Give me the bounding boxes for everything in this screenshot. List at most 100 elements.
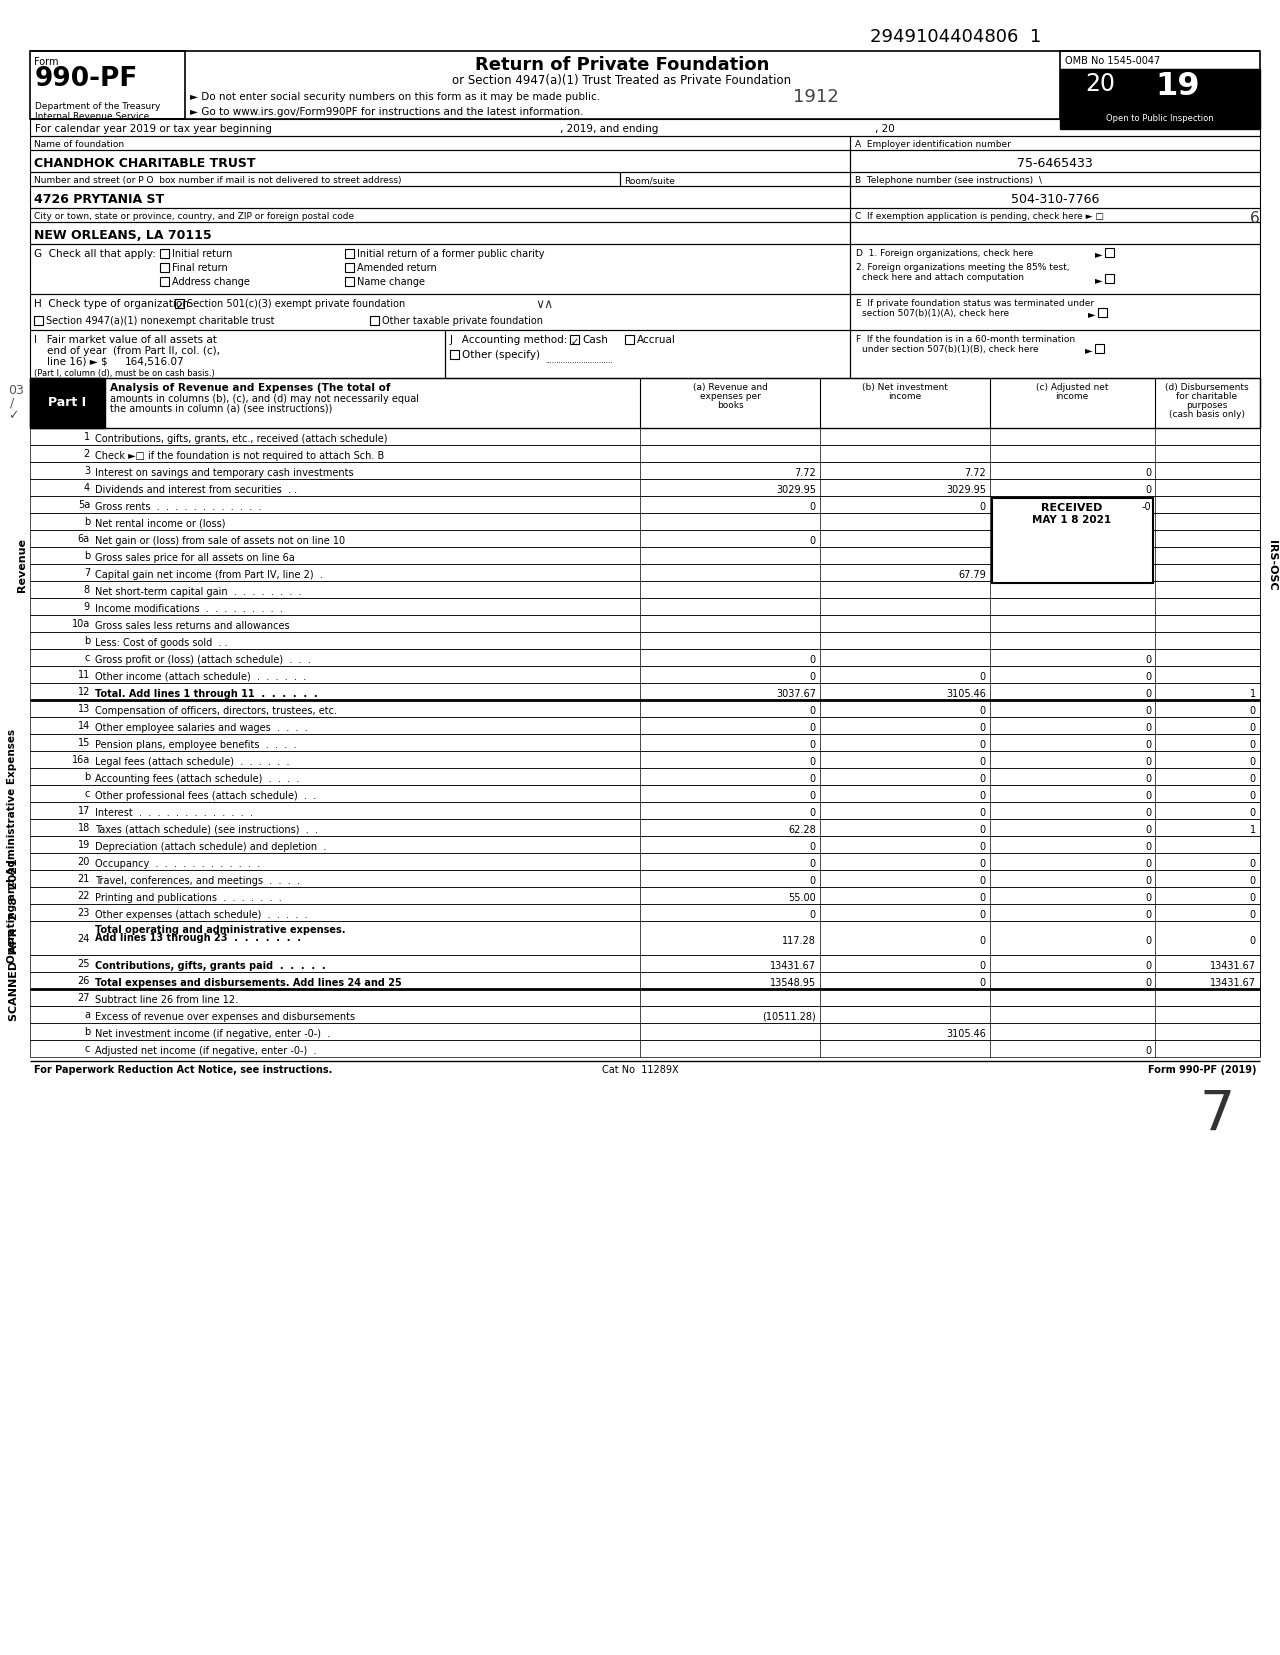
Text: 0: 0 [1249, 740, 1256, 750]
Text: 0: 0 [1144, 892, 1151, 902]
Text: 13431.67: 13431.67 [771, 960, 817, 970]
Bar [29, 1006, 1260, 1023]
Bar [29, 990, 1260, 1006]
Text: 3105.46: 3105.46 [946, 1028, 986, 1038]
Text: 0: 0 [980, 705, 986, 715]
Text: 0: 0 [810, 791, 817, 801]
Text: 0: 0 [810, 756, 817, 766]
Text: 990-PF: 990-PF [35, 66, 138, 93]
Text: 0: 0 [1249, 892, 1256, 902]
Bar [29, 955, 1260, 973]
Text: -0: -0 [1142, 501, 1151, 511]
Text: the amounts in column (a) (see instructions)): the amounts in column (a) (see instructi… [110, 404, 333, 414]
Text: a: a [84, 1010, 90, 1019]
Bar [850, 151, 1260, 172]
Text: 10a: 10a [72, 619, 90, 629]
Bar [29, 379, 1260, 429]
Text: 0: 0 [980, 723, 986, 733]
Text: 0: 0 [980, 875, 986, 885]
Text: Name change: Name change [357, 276, 425, 286]
Bar [29, 223, 850, 245]
Text: (Part I, column (d), must be on cash basis.): (Part I, column (d), must be on cash bas… [35, 369, 215, 377]
Text: 1: 1 [1249, 824, 1256, 834]
Bar [160, 263, 169, 273]
Text: Excess of revenue over expenses and disbursements: Excess of revenue over expenses and disb… [95, 1011, 355, 1021]
Bar [29, 513, 1260, 531]
Text: RECEIVED: RECEIVED [1042, 503, 1102, 513]
Text: b: b [83, 1026, 90, 1036]
Text: 18: 18 [78, 823, 90, 832]
Bar [29, 295, 850, 331]
Text: 12: 12 [78, 687, 90, 697]
Text: 3105.46: 3105.46 [946, 688, 986, 698]
Text: 0: 0 [1144, 723, 1151, 733]
Text: 0: 0 [810, 910, 817, 920]
Text: 23: 23 [78, 907, 90, 917]
Text: 0: 0 [1144, 672, 1151, 682]
Bar [370, 316, 379, 326]
Text: 0: 0 [1249, 808, 1256, 818]
Text: 0: 0 [1249, 723, 1256, 733]
Bar [346, 278, 355, 286]
Text: 55.00: 55.00 [788, 892, 817, 902]
Bar [850, 295, 1260, 331]
Bar [29, 445, 1260, 463]
Bar [29, 137, 850, 151]
Text: 2: 2 [83, 449, 90, 458]
Bar [1060, 51, 1260, 119]
Text: 1: 1 [84, 432, 90, 442]
Text: Net investment income (if negative, enter -0-)  .: Net investment income (if negative, ente… [95, 1028, 330, 1038]
Text: 0: 0 [980, 892, 986, 902]
Text: Revenue: Revenue [17, 538, 27, 591]
Text: Open to Public Inspection: Open to Public Inspection [1106, 114, 1213, 122]
Text: 26: 26 [78, 975, 90, 985]
Text: Return of Private Foundation: Return of Private Foundation [475, 56, 769, 74]
Text: Net gain or (loss) from sale of assets not on line 10: Net gain or (loss) from sale of assets n… [95, 536, 346, 546]
Bar [29, 819, 1260, 836]
Text: b: b [83, 771, 90, 781]
Bar [29, 187, 850, 209]
Bar [29, 751, 1260, 768]
Text: 7: 7 [83, 568, 90, 578]
Text: 0: 0 [1144, 808, 1151, 818]
Text: 16a: 16a [72, 755, 90, 765]
Text: (d) Disbursements: (d) Disbursements [1165, 382, 1249, 392]
Text: A  Employer identification number: A Employer identification number [855, 141, 1011, 149]
Text: 22: 22 [78, 890, 90, 900]
Text: Net rental income or (loss): Net rental income or (loss) [95, 518, 225, 528]
Bar [29, 718, 1260, 735]
Text: 0: 0 [1249, 756, 1256, 766]
Text: 13431.67: 13431.67 [1210, 978, 1256, 988]
Text: 0: 0 [980, 978, 986, 988]
Text: Department of the Treasury: Department of the Treasury [35, 103, 160, 111]
Text: 0: 0 [980, 756, 986, 766]
Text: 0: 0 [810, 875, 817, 885]
Text: (b) Net investment: (b) Net investment [861, 382, 948, 392]
Text: Printing and publications  .  .  .  .  .  .  .: Printing and publications . . . . . . . [95, 892, 282, 902]
Text: Room/suite: Room/suite [625, 175, 675, 185]
Text: 19: 19 [1155, 71, 1199, 103]
Text: Gross sales less returns and allowances: Gross sales less returns and allowances [95, 621, 289, 631]
Text: B  Telephone number (see instructions)  \: B Telephone number (see instructions) \ [855, 175, 1042, 185]
Text: 0: 0 [810, 655, 817, 665]
Text: Interest  .  .  .  .  .  .  .  .  .  .  .  .  .: Interest . . . . . . . . . . . . . [95, 808, 253, 818]
Text: Total operating and administrative expenses.: Total operating and administrative expen… [95, 925, 346, 935]
Text: Other expenses (attach schedule)  .  .  .  .  .: Other expenses (attach schedule) . . . .… [95, 910, 307, 920]
Text: 0: 0 [810, 773, 817, 783]
Text: Total expenses and disbursements. Add lines 24 and 25: Total expenses and disbursements. Add li… [95, 978, 402, 988]
Text: Section 501(c)(3) exempt private foundation: Section 501(c)(3) exempt private foundat… [187, 300, 406, 309]
Bar [29, 700, 1260, 718]
Text: books: books [717, 401, 744, 410]
Text: ►: ► [1094, 248, 1102, 258]
Text: Contributions, gifts, grants paid  .  .  .  .  .: Contributions, gifts, grants paid . . . … [95, 960, 325, 970]
Bar [29, 496, 1260, 513]
Text: check here and attach computation: check here and attach computation [861, 273, 1024, 281]
Text: 0: 0 [810, 859, 817, 869]
Text: 0: 0 [1144, 688, 1151, 698]
Bar [850, 245, 1260, 295]
Text: 4726 PRYTANIA ST: 4726 PRYTANIA ST [35, 194, 164, 205]
Bar [620, 172, 850, 187]
Text: Pension plans, employee benefits  .  .  .  .: Pension plans, employee benefits . . . . [95, 740, 297, 750]
Text: 67.79: 67.79 [959, 569, 986, 579]
Text: 62.28: 62.28 [788, 824, 817, 834]
